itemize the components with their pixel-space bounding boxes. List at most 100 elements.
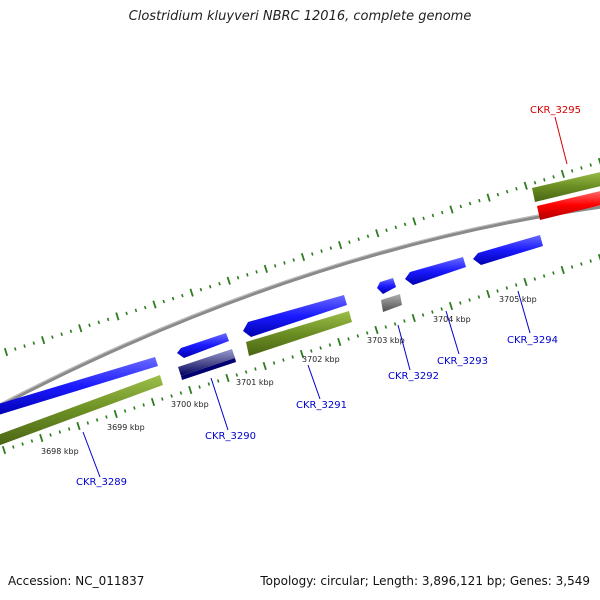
inner-track-tick [282,358,285,362]
outer-track-tick [486,193,491,202]
gene-arrow[interactable] [405,257,466,285]
outer-track-tick [181,293,184,298]
outer-track-tick [32,341,36,345]
outer-track-tick [543,178,546,182]
inner-track-tick [411,313,416,323]
inner-track-tick [21,442,24,446]
outer-track-tick [152,300,157,309]
gene-CKR_3295[interactable] [532,171,600,220]
outer-track-tick [14,347,17,351]
cds-bar[interactable] [381,294,402,312]
outer-track-tick [143,305,147,310]
inner-track-tick [552,271,555,275]
ruler-label-3698: 3698 kbp [41,447,79,456]
gene-arrow[interactable] [473,235,543,265]
inner-track-tick [403,319,406,323]
connector-CKR_3293 [445,310,460,355]
outer-track-tick [422,216,425,221]
topology-label: Topology: circular; Length: 3,896,121 bp… [260,574,590,588]
accession-label: Accession: NC_011837 [8,574,145,588]
outer-track-tick [97,320,101,325]
outer-track-tick [283,261,286,265]
connector-CKR_3290 [210,377,229,431]
inner-track-tick [1,445,7,455]
outer-track-tick [199,287,203,292]
inner-track-tick [272,361,276,365]
outer-track-tick [597,157,600,165]
cds-bar-dark[interactable] [181,358,236,380]
gene-arrow[interactable] [0,357,158,416]
outer-track-tick [459,204,463,209]
gene-CKR_3291[interactable] [243,295,352,356]
inner-tick-track [1,253,600,455]
outer-track-tick [431,213,435,218]
outer-track-tick [134,308,138,313]
gene-label-CKR_3292[interactable]: CKR_3292 [388,371,439,382]
outer-track-tick [394,225,398,230]
gene-label-CKR_3290[interactable]: CKR_3290 [205,431,256,442]
gene-label-CKR_3289[interactable]: CKR_3289 [76,477,127,488]
outer-track-tick [292,258,295,262]
cds-bar[interactable] [246,311,352,356]
ruler-label-3700: 3700 kbp [171,400,209,409]
gene-CKR_3290[interactable] [177,333,236,380]
connector-CKR_3295 [554,116,568,165]
inner-track-tick [374,325,379,335]
ruler-label-3704: 3704 kbp [433,315,471,324]
inner-track-tick [589,259,592,263]
inner-track-tick [113,409,118,419]
outer-track-tick [375,229,380,238]
outer-track-tick [468,201,472,206]
gene-label-connectors [82,116,568,478]
gene-label-CKR_3291[interactable]: CKR_3291 [296,400,347,411]
outer-track-tick [552,175,555,179]
gene-CKR_3292[interactable] [377,278,402,312]
outer-track-tick [78,324,83,333]
outer-track-tick [162,299,166,304]
inner-track-tick [542,274,546,278]
connector-CKR_3291 [307,364,321,400]
outer-track-tick [385,228,388,233]
gene-arrow[interactable] [243,295,347,337]
gene-arrow[interactable] [537,190,600,220]
gene-arrow[interactable] [177,333,229,358]
gene-arrow[interactable] [377,278,396,294]
cds-bar[interactable] [178,349,235,376]
outer-track-tick [505,189,509,194]
outer-track-tick [580,166,583,170]
outer-track-tick [88,323,91,328]
outer-track-tick [236,276,240,280]
inner-track-tick [95,418,99,422]
outer-track-tick [403,222,407,227]
cds-bar[interactable] [532,171,600,202]
inner-track-tick [198,385,201,389]
gene-label-CKR_3294[interactable]: CKR_3294 [507,335,558,346]
outer-track-tick [51,335,54,339]
gene-CKR_3294[interactable] [473,235,543,265]
inner-track-tick [291,355,294,359]
inner-track-tick [67,427,71,431]
gene-CKR_3293[interactable] [405,257,466,285]
inner-track-tick [299,349,305,359]
outer-track-tick [60,332,63,336]
outer-tick-track [3,157,600,357]
outer-track-tick [300,252,306,262]
inner-track-tick [225,373,230,383]
gene-label-CKR_3295[interactable]: CKR_3295 [530,105,581,116]
ruler-label-3702: 3702 kbp [302,355,340,364]
outer-track-tick [523,181,528,190]
gene-CKR_3289[interactable] [0,357,163,447]
inner-track-tick [254,367,257,371]
cds-bar[interactable] [0,375,163,447]
inner-track-tick [150,397,156,407]
outer-track-tick [115,312,120,321]
outer-track-tick [560,169,565,178]
ruler-label-3699: 3699 kbp [107,423,145,432]
inner-track-tick [188,385,193,395]
inner-track-tick [486,289,491,299]
inner-track-tick [560,265,565,275]
inner-track-tick [161,397,164,401]
gene-labels: CKR_3289 CKR_3290 CKR_3291 CKR_3292 CKR_… [76,105,581,488]
gene-label-CKR_3293[interactable]: CKR_3293 [437,356,488,367]
